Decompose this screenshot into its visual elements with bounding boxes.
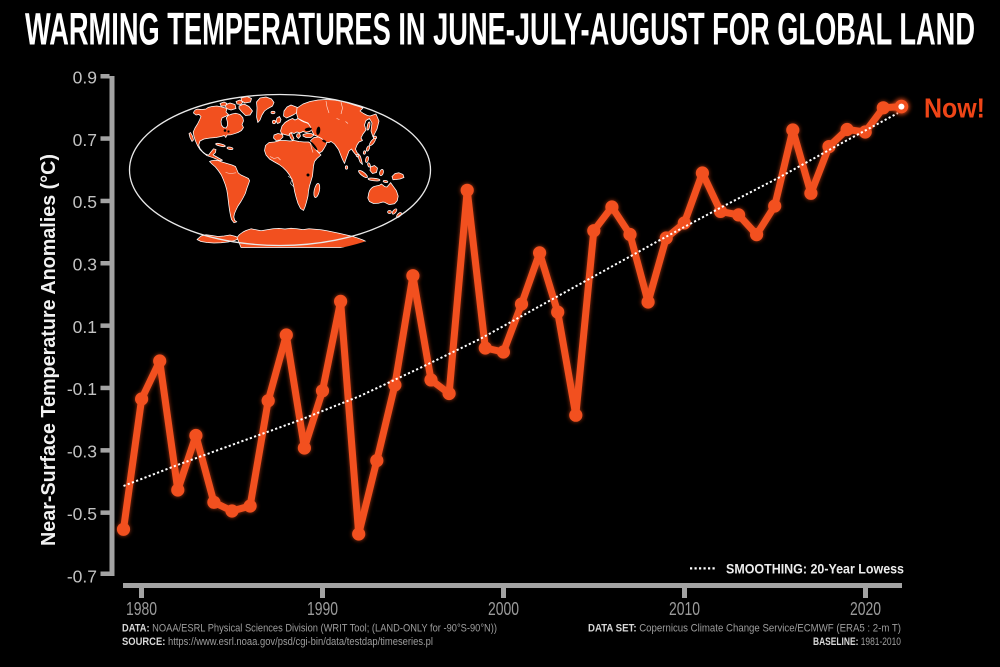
- svg-text:BASELINE: 1981-2010: BASELINE: 1981-2010: [813, 636, 901, 648]
- svg-text:WARMING TEMPERATURES IN JUNE-J: WARMING TEMPERATURES IN JUNE-JULY-AUGUST…: [25, 4, 975, 55]
- svg-text:0.1: 0.1: [73, 317, 97, 337]
- svg-text:SOURCE: https://www.esrl.noaa.: SOURCE: https://www.esrl.noaa.gov/psd/cg…: [122, 636, 433, 648]
- svg-text:2020: 2020: [850, 599, 881, 619]
- svg-text:0.5: 0.5: [73, 192, 97, 212]
- svg-text:-0.7: -0.7: [67, 566, 97, 586]
- svg-text:Near-Surface Temperature Anoma: Near-Surface Temperature Anomalies (°C): [37, 154, 60, 546]
- svg-text:-0.5: -0.5: [67, 504, 97, 524]
- svg-text:0.3: 0.3: [73, 255, 97, 275]
- svg-text:SMOOTHING: 20-Year Lowess: SMOOTHING: 20-Year Lowess: [726, 562, 904, 577]
- svg-text:2010: 2010: [669, 599, 700, 619]
- svg-text:-0.3: -0.3: [67, 442, 97, 462]
- svg-text:-0.1: -0.1: [67, 379, 97, 399]
- svg-text:DATA SET: Copernicus Climate C: DATA SET: Copernicus Climate Change Serv…: [588, 623, 901, 635]
- svg-text:2000: 2000: [488, 599, 519, 619]
- svg-text:DATA: NOAA/ESRL Physical Scien: DATA: NOAA/ESRL Physical Sciences Divisi…: [122, 623, 497, 635]
- svg-text:0.7: 0.7: [73, 130, 97, 150]
- svg-text:1990: 1990: [307, 599, 338, 619]
- svg-text:0.9: 0.9: [73, 68, 97, 88]
- svg-text:Now!: Now!: [924, 93, 985, 124]
- svg-text:1980: 1980: [126, 599, 157, 619]
